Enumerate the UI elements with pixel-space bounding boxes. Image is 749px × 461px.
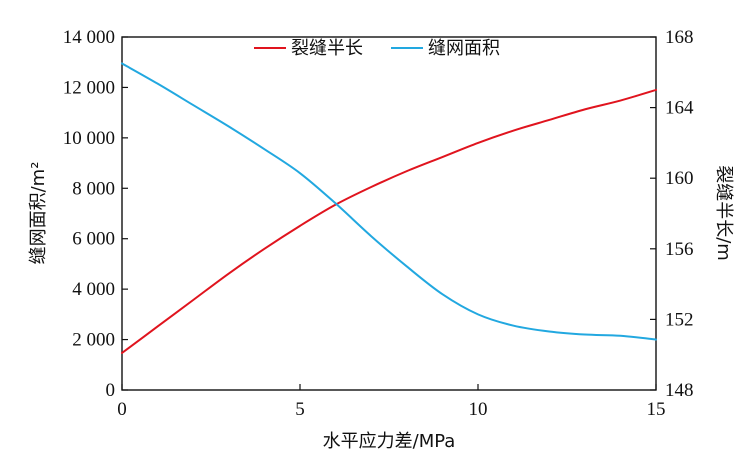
y-right-tick-label: 152 [665, 309, 694, 330]
y-left-tick-label: 2 000 [72, 330, 115, 351]
legend-label: 缝网面积 [428, 38, 500, 59]
y-right-tick-label: 156 [665, 239, 694, 260]
fracture-half-length-line [121, 88, 657, 354]
y-left-tick-label: 6 000 [72, 229, 115, 250]
x-axis-title: 水平应力差/MPa [323, 431, 456, 452]
x-tick-label: 0 [117, 399, 127, 420]
y-right-tick-label: 168 [665, 27, 694, 48]
plot-frame [121, 36, 657, 391]
y-left-tick-label: 10 000 [63, 128, 115, 149]
y-right-axis-title: 裂缝半长/m [713, 165, 734, 261]
y-left-axis-title: 缝网面积/m² [28, 162, 49, 265]
x-tick-label: 15 [647, 399, 666, 420]
y-left-tick-label: 12 000 [63, 77, 115, 98]
series-layer [121, 62, 657, 354]
y-right-tick-label: 160 [665, 168, 694, 189]
y-right-axis-ticks: 148 152 156 160 164 168 [650, 27, 694, 401]
y-left-tick-label: 0 [106, 380, 116, 401]
y-left-tick-label: 14 000 [63, 27, 115, 48]
y-left-tick-label: 4 000 [72, 279, 115, 300]
x-tick-label: 10 [469, 399, 488, 420]
y-left-axis-title-group: 缝网面积/m² [28, 162, 49, 265]
legend: 裂缝半长 缝网面积 [254, 38, 500, 59]
plot-border [121, 36, 657, 391]
y-right-axis-title-group: 裂缝半长/m [713, 165, 734, 261]
x-axis-ticks: 0 5 10 15 [117, 384, 666, 420]
y-right-tick-label: 164 [665, 98, 694, 119]
x-tick-label: 5 [295, 399, 305, 420]
y-left-tick-label: 8 000 [72, 178, 115, 199]
legend-label: 裂缝半长 [291, 38, 363, 59]
fracture-network-area-line [121, 62, 657, 341]
y-right-tick-label: 148 [665, 380, 694, 401]
y-left-axis-ticks: 0 2 000 4 000 6 000 8 000 10 000 12 000 14 000 [63, 27, 128, 401]
